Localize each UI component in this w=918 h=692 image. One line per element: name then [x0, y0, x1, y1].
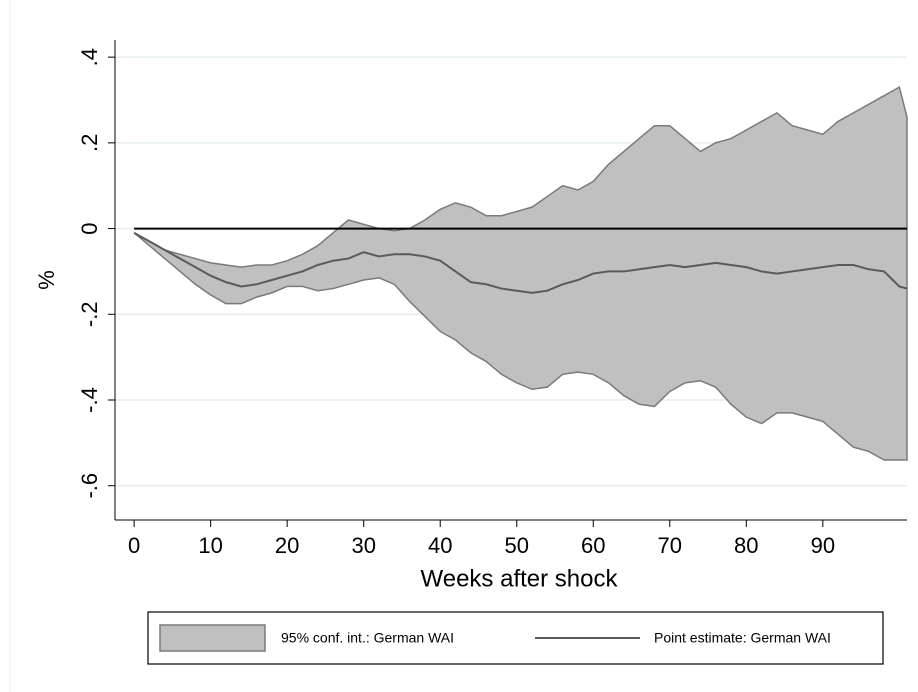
x-tick-label: 50: [504, 533, 528, 558]
x-tick-label: 70: [658, 533, 682, 558]
x-tick-label: 20: [275, 533, 299, 558]
y-axis-label: %: [34, 270, 59, 290]
x-tick-label: 0: [128, 533, 140, 558]
x-tick-label: 80: [734, 533, 758, 558]
y-tick-label: 0: [77, 222, 102, 234]
legend: [147, 611, 884, 665]
x-tick-label: 40: [428, 533, 452, 558]
x-axis-label: Weeks after shock: [421, 565, 619, 592]
y-tick-label: .4: [77, 48, 102, 66]
x-tick-label: 30: [351, 533, 375, 558]
y-tick-label: -.2: [77, 301, 102, 327]
x-tick-label: 60: [581, 533, 605, 558]
legend-swatch: [159, 624, 266, 652]
y-tick-label: .2: [77, 134, 102, 152]
x-tick-label: 10: [198, 533, 222, 558]
line: [133, 231, 908, 294]
y-tick-label: -.6: [77, 473, 102, 499]
confidence-band: [133, 86, 908, 461]
x-tick-label: 90: [811, 533, 835, 558]
legend-label: 95% conf. int.: German WAI: [281, 630, 454, 646]
legend-label: Point estimate: German WAI: [654, 630, 831, 646]
y-tick-label: -.4: [77, 387, 102, 413]
